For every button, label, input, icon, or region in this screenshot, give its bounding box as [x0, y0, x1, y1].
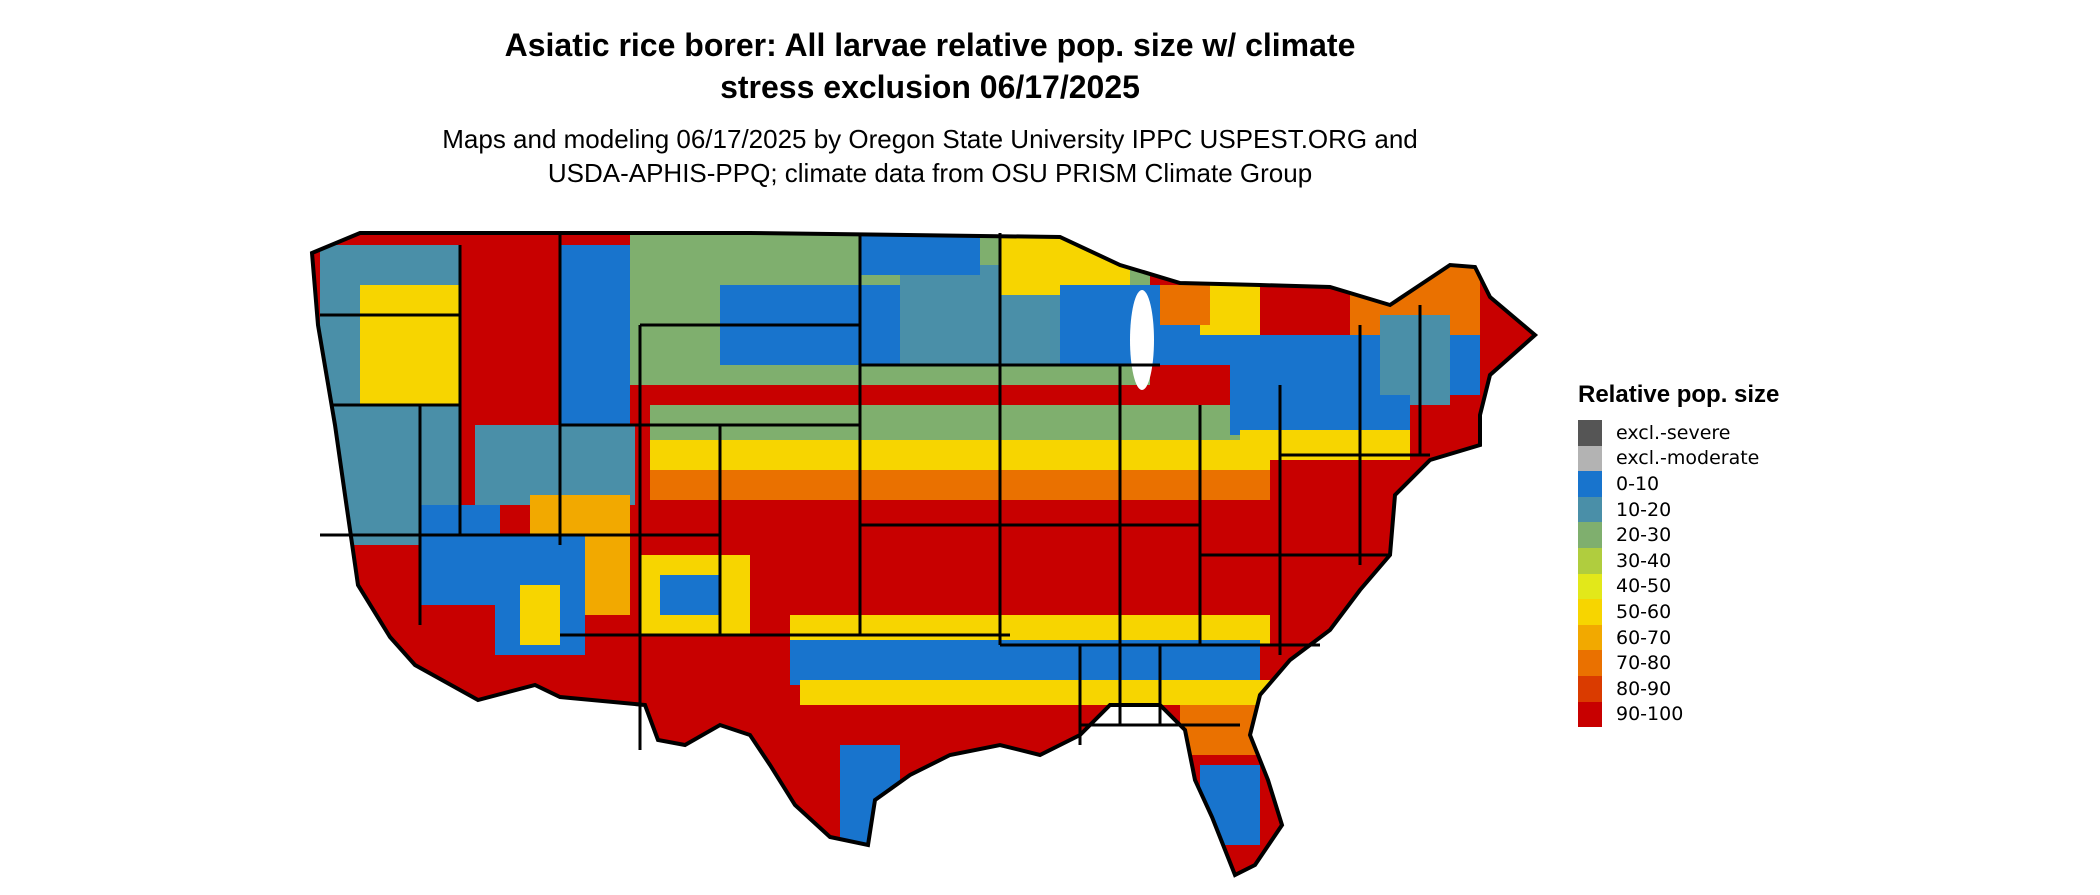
legend-swatch [1578, 573, 1602, 600]
us-map [309, 231, 1539, 878]
legend: Relative pop. size excl.-severe excl.-mod… [1578, 380, 1780, 728]
map-title: Asiatic rice borer: All larvae relative … [504, 27, 1356, 105]
legend-label: 70-80 [1616, 652, 1672, 675]
legend-label: 80-90 [1616, 677, 1672, 700]
legend-label: 40-50 [1616, 575, 1672, 598]
legend-entry: 60-70 [1578, 624, 1779, 651]
legend-label: 30-40 [1616, 549, 1672, 572]
legend-entry: excl.-moderate [1578, 445, 1779, 472]
legend-entry: 10-20 [1578, 496, 1779, 523]
legend-swatch [1578, 599, 1602, 625]
us-outline [309, 231, 1539, 878]
legend-swatch [1578, 445, 1602, 472]
legend-entry: 50-60 [1578, 599, 1779, 625]
legend-swatch [1578, 471, 1602, 497]
state-borders [320, 233, 1430, 750]
legend-label: 20-30 [1616, 524, 1672, 547]
legend-entry: 20-30 [1578, 522, 1779, 548]
legend-items: excl.-severe excl.-moderate 0-10 10-20 20-30… [1578, 420, 1779, 728]
legend-label: 0-10 [1616, 472, 1660, 495]
legend-title: Relative pop. size [1578, 381, 1780, 408]
legend-label: 10-20 [1616, 498, 1672, 521]
legend-entry: 40-50 [1578, 573, 1779, 600]
legend-entry: 80-90 [1578, 675, 1779, 702]
legend-label: 90-100 [1616, 703, 1684, 726]
map-subtitle: Maps and modeling 06/17/2025 by Oregon S… [442, 124, 1418, 188]
legend-label: 60-70 [1616, 626, 1672, 649]
legend-entry: 70-80 [1578, 650, 1779, 676]
legend-swatch [1578, 650, 1602, 676]
legend-swatch [1578, 701, 1602, 728]
legend-swatch [1578, 547, 1602, 574]
legend-swatch [1578, 496, 1602, 523]
legend-label: excl.-moderate [1616, 447, 1760, 470]
legend-swatch [1578, 675, 1602, 702]
legend-swatch [1578, 624, 1602, 651]
legend-swatch [1578, 420, 1602, 446]
legend-entry: 90-100 [1578, 701, 1779, 728]
legend-entry: 30-40 [1578, 547, 1779, 574]
legend-label: excl.-severe [1616, 421, 1731, 444]
legend-swatch [1578, 522, 1602, 548]
legend-label: 50-60 [1616, 600, 1672, 623]
population-raster [312, 233, 1535, 875]
legend-entry: 0-10 [1578, 471, 1779, 497]
legend-entry: excl.-severe [1578, 420, 1779, 446]
